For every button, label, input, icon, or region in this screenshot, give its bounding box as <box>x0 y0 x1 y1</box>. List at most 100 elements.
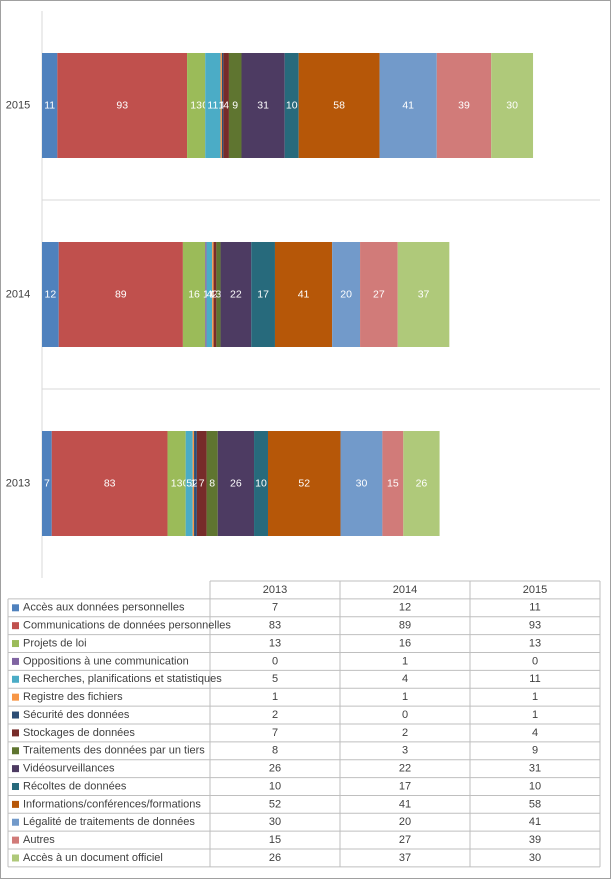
table-cell: 22 <box>399 763 411 775</box>
table-cell: 7 <box>272 602 278 614</box>
data-label: 10 <box>255 477 267 489</box>
table-cell: 5 <box>272 673 278 685</box>
data-label: 1 <box>218 99 224 111</box>
data-label: 1 <box>190 477 196 489</box>
bar-segment <box>167 431 186 536</box>
table-cell: 1 <box>272 691 278 703</box>
bar-segment <box>382 431 404 536</box>
data-label: 41 <box>402 99 414 111</box>
table-header: 2015 <box>523 584 547 596</box>
table-cell: 26 <box>269 852 281 864</box>
table-cell: 2 <box>402 727 408 739</box>
data-label: 5 <box>186 477 192 489</box>
data-label: 10 <box>286 99 298 111</box>
legend-swatch <box>12 693 19 701</box>
table-cell: 30 <box>529 852 541 864</box>
table-cell: 37 <box>399 852 411 864</box>
bar-segment <box>42 53 58 158</box>
bar-segment <box>217 431 255 536</box>
data-label: 11 <box>44 99 55 111</box>
bar-segment <box>216 242 221 347</box>
legend-label: Projets de loi <box>23 637 87 649</box>
data-label: 89 <box>115 288 127 300</box>
table-header: 2013 <box>263 584 287 596</box>
data-label: 4 <box>223 99 229 111</box>
bar-segment <box>251 242 275 347</box>
data-label: 26 <box>416 477 428 489</box>
data-label: 83 <box>104 477 116 489</box>
table-cell: 13 <box>529 637 541 649</box>
bar-segment <box>205 53 221 158</box>
legend-swatch <box>12 747 19 755</box>
legend-swatch <box>12 729 19 737</box>
table-cell: 31 <box>529 763 541 775</box>
bar-segment <box>185 431 193 536</box>
table-cell: 52 <box>269 798 281 810</box>
table-cell: 11 <box>529 602 540 614</box>
data-label: 26 <box>230 477 242 489</box>
table-cell: 83 <box>269 620 281 632</box>
data-label: 3 <box>216 288 222 300</box>
bar-segment <box>340 431 383 536</box>
table-cell: 89 <box>399 620 411 632</box>
data-label: 27 <box>373 288 385 300</box>
data-label: 52 <box>298 477 310 489</box>
data-label: 39 <box>458 99 470 111</box>
table-cell: 1 <box>402 691 408 703</box>
bar-segment <box>436 53 492 158</box>
data-label: 41 <box>298 288 310 300</box>
table-cell: 41 <box>399 798 411 810</box>
table-cell: 1 <box>532 691 538 703</box>
bar-segment <box>58 242 183 347</box>
table-cell: 26 <box>269 763 281 775</box>
data-label: 30 <box>506 99 518 111</box>
data-label: 7 <box>44 477 50 489</box>
data-label: 1 <box>203 288 209 300</box>
bar-segment <box>221 53 224 158</box>
data-label: 1 <box>220 99 226 111</box>
legend-label: Informations/conférences/formations <box>23 798 201 810</box>
data-label: 16 <box>188 288 200 300</box>
bar-segment <box>241 53 285 158</box>
table-cell: 17 <box>399 780 411 792</box>
y-tick-label: 2015 <box>6 99 30 111</box>
data-label: 12 <box>45 288 57 300</box>
table-cell: 58 <box>529 798 541 810</box>
data-label: 93 <box>116 99 128 111</box>
legend-swatch <box>12 640 19 648</box>
bar-segment <box>397 242 450 347</box>
bar-segment <box>213 242 217 347</box>
table-cell: 8 <box>272 745 278 757</box>
bar-segment <box>206 242 213 347</box>
legend-swatch <box>12 657 19 665</box>
bar-segment <box>332 242 361 347</box>
table-cell: 15 <box>269 834 281 846</box>
legend-swatch <box>12 604 19 612</box>
legend-label: Sécurité des données <box>23 709 130 721</box>
table-cell: 27 <box>399 834 411 846</box>
table-cell: 12 <box>399 602 411 614</box>
data-label: 1 <box>210 288 216 300</box>
table-cell: 39 <box>529 834 541 846</box>
table-cell: 7 <box>272 727 278 739</box>
legend-label: Récoltes de données <box>23 780 127 792</box>
table-header: 2014 <box>393 584 417 596</box>
bar-segment <box>212 242 214 347</box>
bar-segment <box>42 242 59 347</box>
table-cell: 13 <box>269 637 281 649</box>
legend-swatch <box>12 622 19 630</box>
legend-label: Accès à un document officiel <box>23 852 163 864</box>
data-label: 58 <box>333 99 345 111</box>
legend-label: Communications de données personnelles <box>23 620 231 632</box>
data-label: 11 <box>207 99 218 111</box>
bar-segment <box>42 431 52 536</box>
data-label: 8 <box>209 477 215 489</box>
table-cell: 20 <box>399 816 411 828</box>
table-cell: 30 <box>269 816 281 828</box>
table-cell: 4 <box>402 673 408 685</box>
bar-segment <box>182 242 206 347</box>
bar-segment <box>403 431 440 536</box>
table-cell: 3 <box>402 745 408 757</box>
bar-segment <box>228 53 242 158</box>
